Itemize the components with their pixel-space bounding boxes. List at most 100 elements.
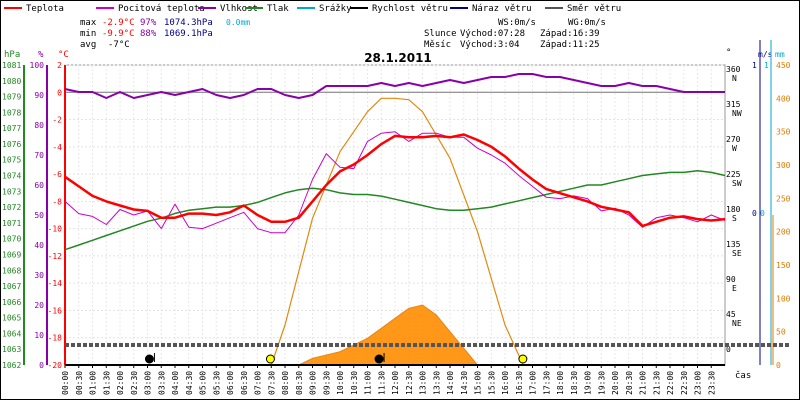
axis-label-humidity: % <box>38 50 44 60</box>
tick-label-direction-name: SW <box>732 179 742 188</box>
tick-label-hpa: 1077 <box>2 124 21 133</box>
tick-label-direction-name: E <box>732 284 737 293</box>
x-tick-label: 04:00 <box>171 371 180 395</box>
stats-max-hum: 97% <box>140 18 157 28</box>
x-tick-label: 07:00 <box>254 371 263 395</box>
x-tick-label: 08:00 <box>281 371 290 395</box>
tick-label-direction-name: NE <box>732 319 742 328</box>
tick-label-direction-name: NW <box>732 109 742 118</box>
tick-label-direction: 360 <box>726 65 741 74</box>
tick-label-humidity: 100 <box>30 61 45 70</box>
tick-label-humidity: 90 <box>34 91 44 100</box>
stats-precip: 0.0mm <box>226 18 250 27</box>
chart-title: 28.1.2011 <box>364 51 432 65</box>
x-tick-label: 19:30 <box>597 371 606 395</box>
x-tick-label: 14:00 <box>446 371 455 395</box>
tick-label-wind-speed: 1 <box>752 61 757 70</box>
x-tick-label: 00:00 <box>61 371 70 395</box>
markers <box>65 343 790 366</box>
x-tick-label: 20:30 <box>625 371 634 395</box>
series <box>64 73 726 366</box>
legend-label-naraz: Náraz větru <box>472 4 532 14</box>
tick-label-hpa: 1075 <box>2 156 21 165</box>
stats-max-press: 1074.3hPa <box>164 18 213 28</box>
tick-label-hpa: 1065 <box>2 314 21 323</box>
stats-min-hum: 88% <box>140 29 157 39</box>
x-tick-label: 13:30 <box>432 371 441 395</box>
x-tick-label: 06:30 <box>240 371 249 395</box>
x-tick-label: 21:00 <box>639 371 648 395</box>
series-pocitova <box>64 131 726 234</box>
legend-label-teplota: Teplota <box>26 4 64 14</box>
tick-label-humidity: 80 <box>34 121 44 130</box>
x-tick-label: 02:30 <box>130 371 139 395</box>
axis-label-precip: mm <box>775 50 785 59</box>
stats-min-press: 1069.1hPa <box>164 29 213 39</box>
sun-label: Slunce <box>424 29 457 39</box>
tick-label-hpa: 1068 <box>2 266 21 275</box>
tick-label-direction-name: S <box>732 214 737 223</box>
series-solar-measured <box>298 304 479 366</box>
sun-rise: Východ:07:28 <box>460 29 525 39</box>
x-tick-label: 23:30 <box>707 371 716 395</box>
sun-set: Západ:16:39 <box>540 29 600 39</box>
tick-label-humidity: 20 <box>34 301 44 310</box>
tick-label-temp: -12 <box>48 252 63 261</box>
x-tick-label: 12:00 <box>391 371 400 395</box>
x-tick-label: 21:30 <box>652 371 661 395</box>
tick-label-solar: 300 <box>776 161 791 170</box>
legend: Teplota Pocitová teplota Vlhkost Tlak Sr… <box>4 4 621 14</box>
x-tick-label: 05:30 <box>212 371 221 395</box>
tick-label-temp: -14 <box>48 279 63 288</box>
stats-block: max -2.9°C 97% 1074.3hPa 0.0mm min -9.9°… <box>80 18 250 50</box>
tick-label-hpa: 1080 <box>2 77 21 86</box>
tick-label-humidity: 30 <box>34 271 44 280</box>
tick-label-humidity: 0 <box>39 361 44 370</box>
axis-label-hpa: hPa <box>4 50 20 60</box>
x-tick-label: 18:00 <box>556 371 565 395</box>
tick-label-hpa: 1066 <box>2 298 21 307</box>
tick-label-temp: -4 <box>52 143 62 152</box>
x-tick-label: 23:00 <box>694 371 703 395</box>
stats-max-temp: -2.9°C <box>102 18 135 28</box>
tick-label-precip: 0 <box>760 209 765 218</box>
tick-label-solar: 150 <box>776 261 791 270</box>
tick-label-hpa: 1073 <box>2 187 21 196</box>
tick-label-solar: 200 <box>776 228 791 237</box>
tick-label-hpa: 1079 <box>2 93 21 102</box>
tick-label-direction-name: N <box>732 74 737 83</box>
x-tick-label: 08:30 <box>295 371 304 395</box>
tick-label-direction: 90 <box>726 275 736 284</box>
tick-label-humidity: 10 <box>34 331 44 340</box>
x-tick-label: 05:00 <box>199 371 208 395</box>
legend-label-vlhkost: Vlhkost <box>220 4 258 14</box>
moon-marker <box>144 354 154 364</box>
x-tick-label: 18:30 <box>570 371 579 395</box>
tick-label-humidity: 40 <box>34 241 44 250</box>
x-tick-label: 17:30 <box>542 371 551 395</box>
tick-label-wind-speed: 0 <box>752 209 757 218</box>
x-tick-label: 02:00 <box>116 371 125 395</box>
tick-label-hpa: 1072 <box>2 203 21 212</box>
wind-ws: WS:0m/s <box>498 18 536 28</box>
x-tick-label: 09:30 <box>322 371 331 395</box>
tick-label-hpa: 1070 <box>2 235 21 244</box>
series-vlhkost <box>64 73 725 99</box>
x-tick-label: 10:30 <box>350 371 359 395</box>
tick-label-temp: 0 <box>57 88 62 97</box>
tick-label-temp: -2 <box>52 116 62 125</box>
x-tick-label: 11:00 <box>364 371 373 395</box>
x-tick-label: 11:30 <box>377 371 386 395</box>
x-tick-label: 01:00 <box>89 371 98 395</box>
axis-label-direction: ° <box>726 48 731 58</box>
tick-label-direction: 135 <box>726 240 741 249</box>
series-teplota <box>64 133 726 228</box>
x-tick-label: 19:00 <box>584 371 593 395</box>
moon-rise: Východ:3:04 <box>460 40 520 50</box>
x-tick-label: 17:00 <box>529 371 538 395</box>
x-tick-label: 16:30 <box>515 371 524 395</box>
axes: 1081108010791078107710761075107410731072… <box>2 40 791 395</box>
x-tick-label: 03:30 <box>157 371 166 395</box>
x-tick-label: 01:30 <box>102 371 111 395</box>
